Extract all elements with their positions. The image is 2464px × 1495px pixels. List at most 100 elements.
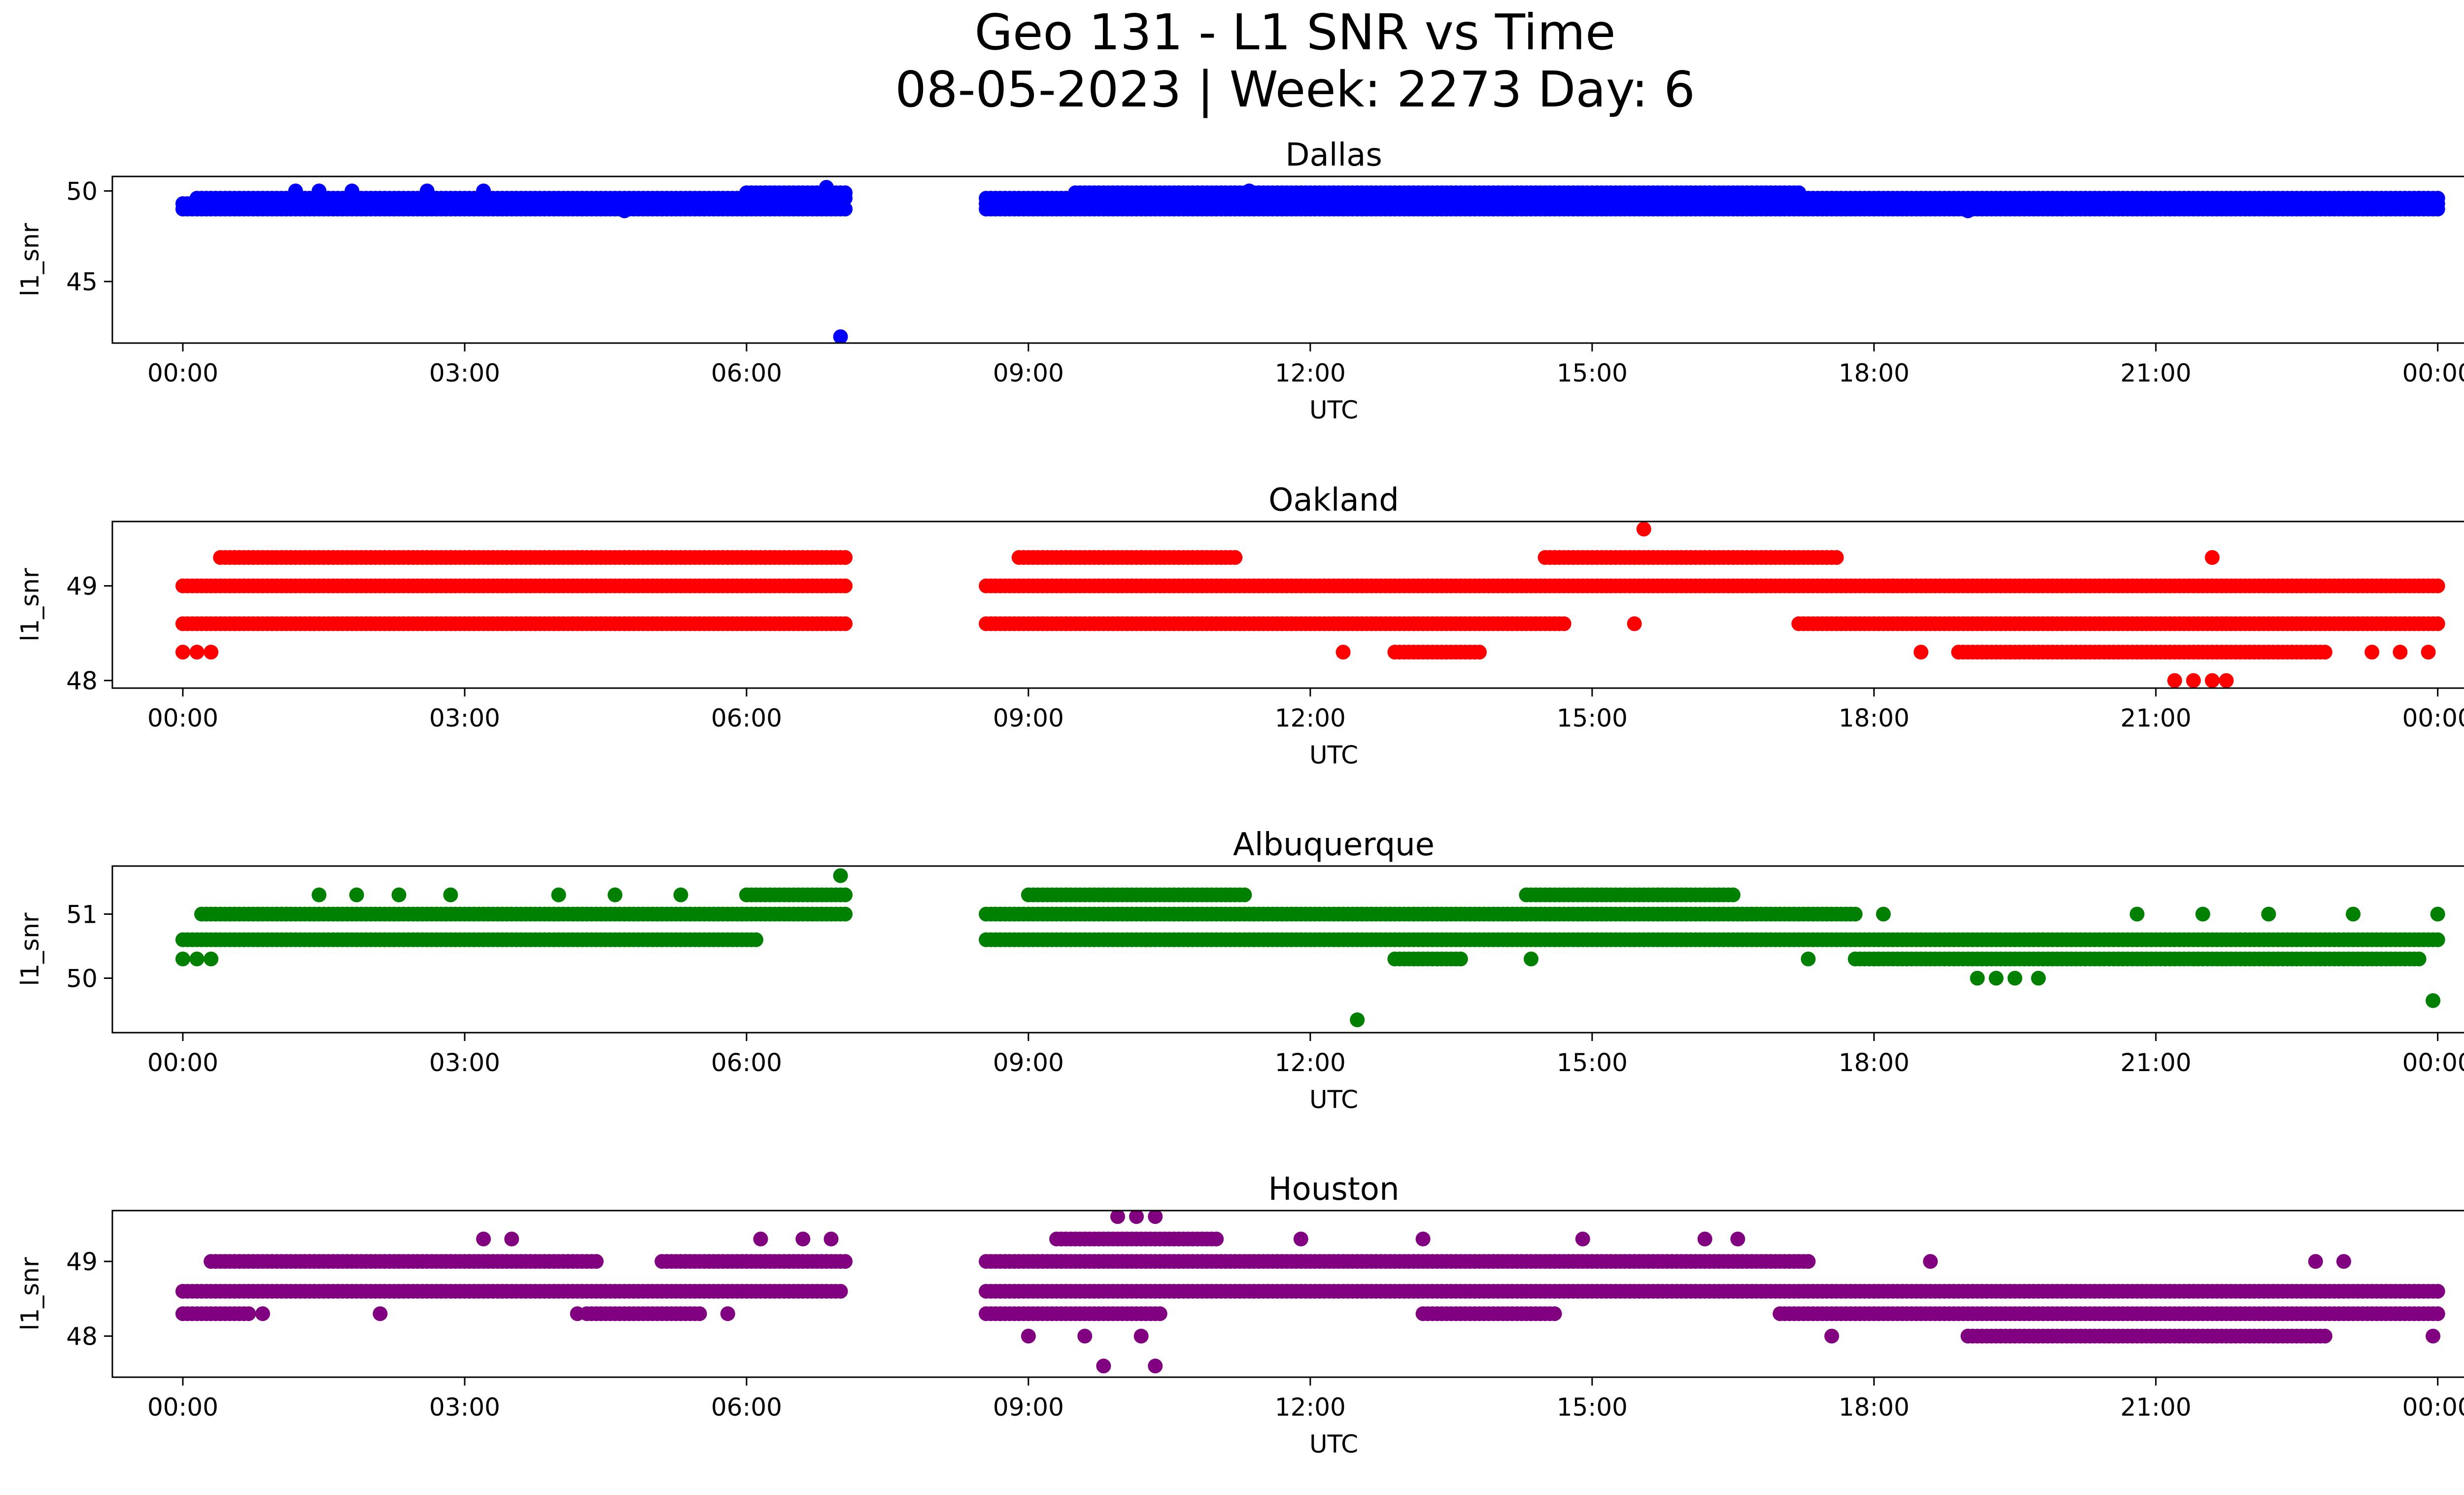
data-point [2205,550,2220,565]
subplot-title: Oakland [1268,482,1399,519]
data-point [1110,1211,1125,1224]
x-tick-label: 00:00 [2402,704,2464,732]
data-point [2317,645,2332,660]
y-axis-label: l1_snr [16,223,44,296]
data-point [838,550,853,565]
data-point [749,932,763,947]
x-tick-label: 15:00 [1557,704,1628,732]
data-point [2129,906,2145,922]
x-tick-label: 21:00 [2121,1048,2191,1077]
x-axis-label: UTC [1309,741,1358,769]
y-tick-label: 48 [66,667,98,695]
data-point [476,183,491,199]
data-point [175,951,190,967]
figure-title-line-1: Geo 131 - L1 SNR vs Time [975,3,1616,61]
subplot-title: Albuquerque [1233,827,1435,863]
data-point [551,887,566,903]
data-point [838,185,853,201]
data-point [838,906,853,922]
data-point [1096,1358,1111,1374]
data-point [1415,1231,1431,1247]
data-point [1914,645,1929,660]
data-point [1133,1328,1149,1344]
data-point [2430,578,2445,593]
data-point [2411,191,2427,206]
x-tick-label: 12:00 [1275,704,1346,732]
data-point [1335,645,1351,660]
data-point [2031,971,2046,986]
data-point [833,329,848,343]
data-point [617,203,632,218]
x-tick-label: 18:00 [1839,1048,1910,1077]
data-point [1547,1306,1562,1321]
data-point [1829,550,1844,565]
x-tick-label: 18:00 [1839,359,1910,387]
data-point [175,645,190,660]
x-tick-label: 09:00 [993,359,1064,387]
data-point [1472,645,1487,660]
data-point [344,183,360,199]
data-point [823,1231,839,1247]
data-point [1209,1231,1224,1247]
data-point [2430,1284,2445,1299]
data-point [838,887,853,903]
data-point [2219,673,2234,688]
data-points-oakland [175,522,2445,688]
data-point [1848,906,1863,922]
data-point [838,616,853,631]
x-tick-label: 09:00 [993,1048,1064,1077]
data-point [1923,1254,1938,1269]
subplot-title: Dallas [1285,137,1382,174]
data-point [1725,887,1741,903]
data-point [2261,906,2276,922]
x-tick-label: 03:00 [429,359,500,387]
data-point [1237,887,1252,903]
data-point [2336,1254,2351,1269]
data-point [1627,616,1642,631]
axes-frame [111,175,2464,344]
data-point [2421,645,2436,660]
x-tick-label: 00:00 [147,359,218,387]
data-point [1801,1254,1816,1269]
data-point [1148,1358,1163,1374]
data-point [2346,906,2361,922]
data-point [1148,1211,1163,1224]
data-point [1730,1231,1745,1247]
data-point [2364,645,2380,660]
data-point [1970,971,1985,986]
data-point [1293,1231,1308,1247]
axes-frame [111,865,2464,1034]
data-point [2308,1254,2323,1269]
data-point [753,1231,768,1247]
data-point [189,951,205,967]
y-tick-label: 50 [66,177,98,206]
data-point [2317,1328,2332,1344]
data-point [288,183,303,199]
data-point [1021,1328,1036,1344]
axes-frame [111,521,2464,689]
data-point [1697,1231,1712,1247]
data-point [838,578,853,593]
data-point [2186,673,2201,688]
x-axis-label: UTC [1309,1085,1358,1114]
data-point [673,887,688,903]
x-tick-label: 00:00 [147,1048,218,1077]
x-tick-label: 21:00 [2121,704,2191,732]
data-point [1241,183,1257,199]
data-point [476,1231,491,1247]
data-point [692,1306,707,1321]
data-point [373,1306,388,1321]
data-point [241,1306,256,1321]
x-tick-label: 00:00 [2402,359,2464,387]
data-point [2430,932,2445,947]
x-tick-label: 12:00 [1275,359,1346,387]
y-axis-label: l1_snr [16,912,44,986]
data-point [189,645,205,660]
data-point [349,887,364,903]
